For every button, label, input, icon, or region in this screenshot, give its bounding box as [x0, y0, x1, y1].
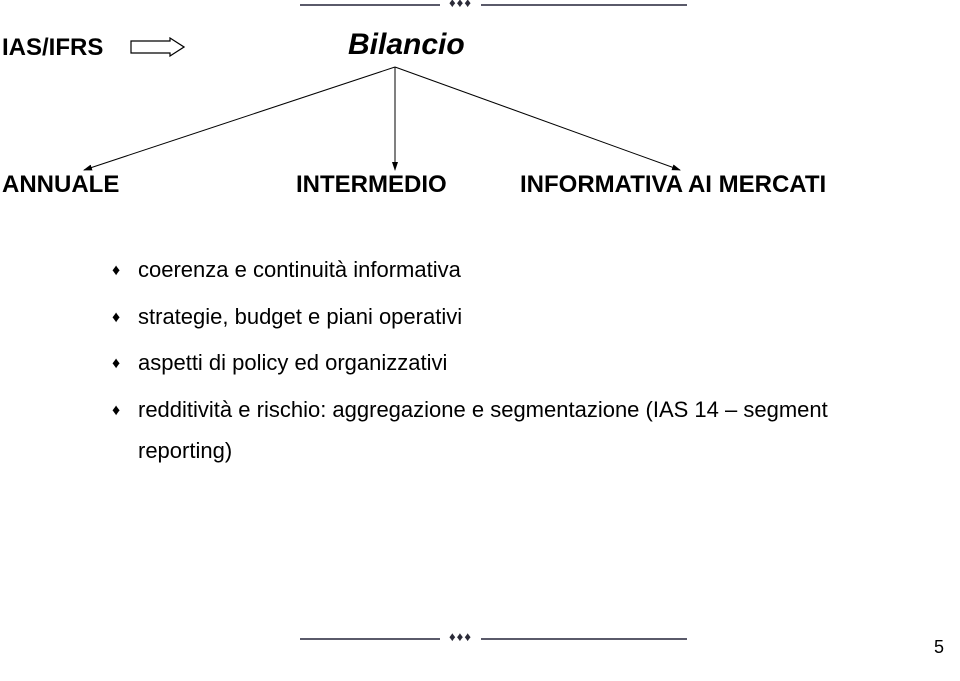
node-annuale: ANNUALE [2, 171, 119, 199]
bottom-rule-right [481, 638, 687, 640]
bullet-icon: ♦ [112, 297, 138, 333]
label-ias-ifrs: IAS/IFRS [2, 34, 103, 62]
top-rule-left [300, 4, 440, 6]
node-intermedio: INTERMEDIO [296, 171, 447, 199]
bullet-icon: ♦ [112, 250, 138, 286]
bottom-diamonds: ♦♦♦ [440, 629, 481, 644]
bullet-icon: ♦ [112, 343, 138, 379]
top-rule-right [481, 4, 687, 6]
bullet-icon: ♦ [112, 390, 138, 426]
label-bilancio: Bilancio [348, 28, 465, 62]
top-diamonds: ♦♦♦ [440, 0, 481, 10]
list-item: ♦ aspetti di policy ed organizzativi [112, 343, 900, 384]
branch-to-annuale [84, 67, 395, 170]
branch-to-informativa [395, 67, 680, 170]
bullet-text: strategie, budget e piani operativi [138, 297, 900, 338]
bullet-text: redditività e rischio: aggregazione e se… [138, 390, 900, 471]
bottom-rule-left [300, 638, 440, 640]
bullet-text: coerenza e continuità informativa [138, 250, 900, 291]
list-item: ♦ redditività e rischio: aggregazione e … [112, 390, 900, 471]
page-number: 5 [934, 637, 944, 658]
bullet-list: ♦ coerenza e continuità informativa ♦ st… [112, 250, 900, 477]
node-informativa: INFORMATIVA AI MERCATI [520, 171, 826, 199]
list-item: ♦ coerenza e continuità informativa [112, 250, 900, 291]
arrow-outline [131, 38, 184, 56]
list-item: ♦ strategie, budget e piani operativi [112, 297, 900, 338]
slide-page: ♦♦♦ IAS/IFRS Bilancio ANNUALE INTERMEDIO… [0, 0, 960, 681]
arrow-box-icon [130, 37, 185, 57]
bullet-text: aspetti di policy ed organizzativi [138, 343, 900, 384]
branch-arrows-icon [0, 62, 960, 182]
